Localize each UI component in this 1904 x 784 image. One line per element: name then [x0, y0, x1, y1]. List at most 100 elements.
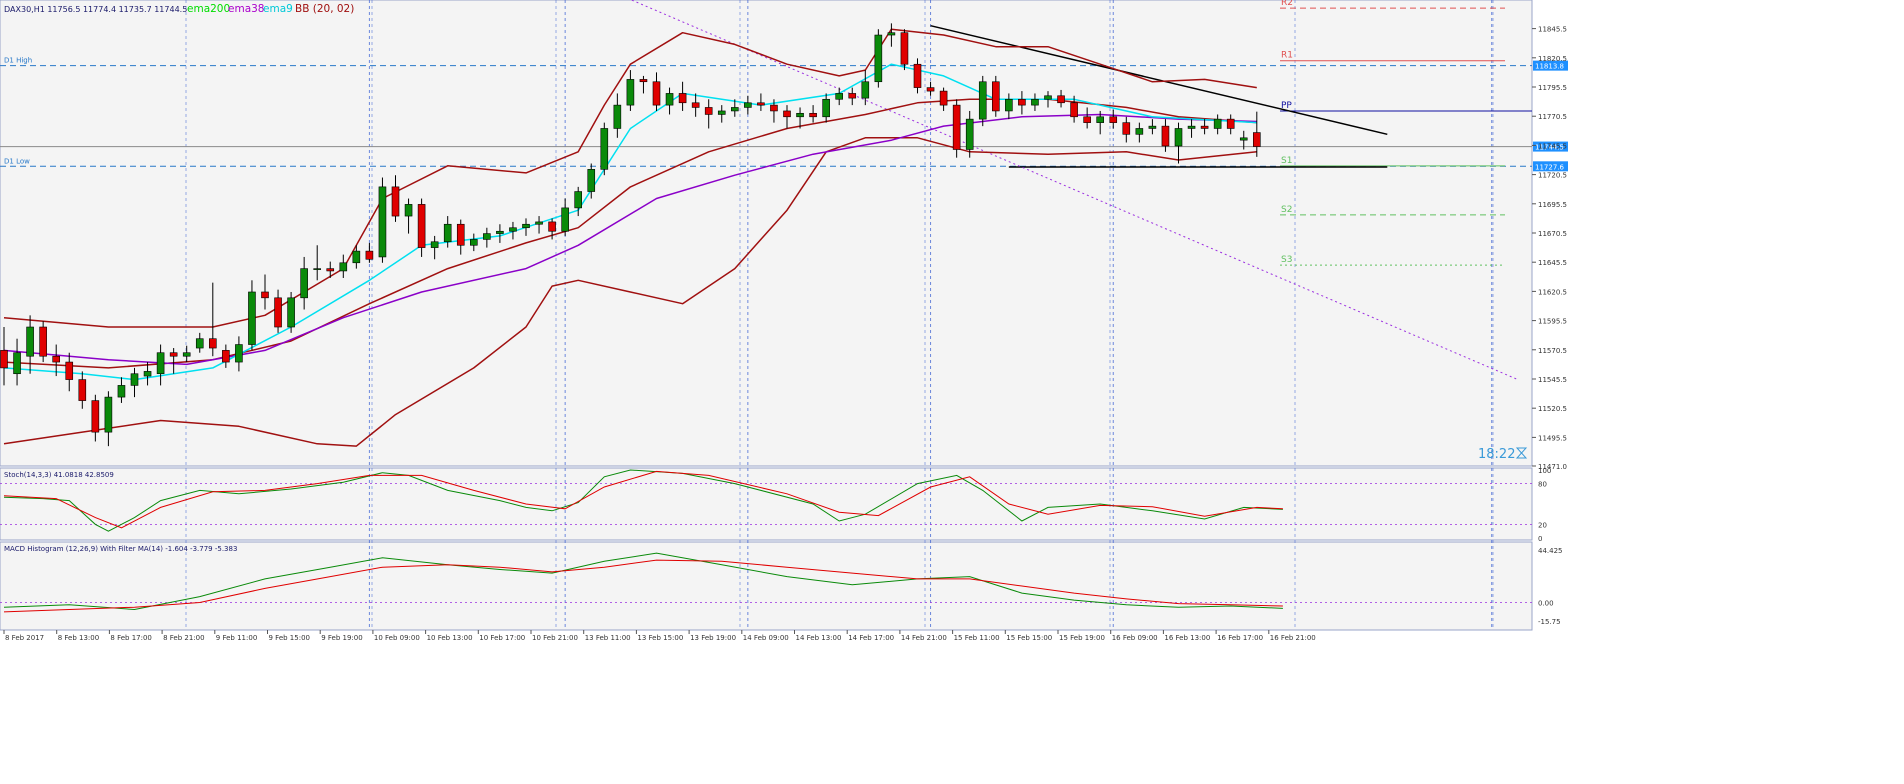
candle[interactable]: [965, 110, 974, 158]
candle[interactable]: [222, 344, 230, 368]
candle[interactable]: [1213, 114, 1222, 135]
candle[interactable]: [195, 332, 204, 353]
candle[interactable]: [378, 177, 387, 263]
candle[interactable]: [522, 218, 530, 236]
candle[interactable]: [182, 345, 191, 363]
candle[interactable]: [13, 338, 21, 386]
candle[interactable]: [1031, 93, 1039, 111]
candle[interactable]: [952, 99, 961, 158]
candles[interactable]: [0, 23, 1261, 447]
candle[interactable]: [169, 348, 178, 374]
candle[interactable]: [287, 291, 295, 333]
macd-panel[interactable]: [0, 541, 1533, 631]
candle[interactable]: [757, 93, 765, 111]
trendlines[interactable]: [604, 0, 1518, 381]
candle[interactable]: [848, 87, 857, 106]
candle[interactable]: [65, 352, 74, 392]
candle[interactable]: [156, 344, 165, 386]
candle[interactable]: [678, 81, 687, 111]
candle[interactable]: [339, 254, 348, 278]
candle[interactable]: [496, 224, 504, 243]
candle[interactable]: [639, 75, 648, 94]
dotted-channel[interactable]: [604, 0, 1518, 381]
candle[interactable]: [939, 87, 948, 111]
candle[interactable]: [0, 327, 8, 386]
candle[interactable]: [561, 198, 569, 236]
candle[interactable]: [1122, 116, 1131, 143]
upper-trendline[interactable]: [930, 24, 1388, 136]
candle[interactable]: [352, 245, 361, 269]
candle[interactable]: [900, 29, 909, 71]
candle[interactable]: [535, 216, 543, 234]
candle[interactable]: [235, 336, 243, 372]
candle[interactable]: [443, 216, 452, 248]
candle[interactable]: [1174, 122, 1183, 164]
candle[interactable]: [117, 377, 126, 403]
candle[interactable]: [391, 175, 400, 222]
candle[interactable]: [39, 321, 47, 363]
candle[interactable]: [574, 186, 583, 217]
candle[interactable]: [991, 75, 1000, 117]
candle[interactable]: [978, 75, 987, 127]
candle[interactable]: [1200, 119, 1209, 135]
candle[interactable]: [456, 219, 465, 255]
candle[interactable]: [626, 70, 635, 111]
candle[interactable]: [861, 70, 870, 106]
candle[interactable]: [1109, 109, 1118, 129]
candle[interactable]: [613, 93, 622, 138]
candle[interactable]: [887, 23, 896, 47]
candle[interactable]: [1239, 130, 1248, 150]
candle[interactable]: [548, 218, 556, 240]
candle[interactable]: [78, 371, 87, 409]
candle[interactable]: [404, 198, 413, 234]
candle[interactable]: [874, 29, 883, 88]
candle[interactable]: [326, 261, 335, 278]
candle[interactable]: [744, 95, 752, 115]
candle[interactable]: [104, 391, 113, 447]
candle[interactable]: [704, 99, 713, 129]
candle[interactable]: [587, 163, 596, 199]
candle[interactable]: [274, 289, 282, 333]
candle[interactable]: [1070, 95, 1078, 123]
candle[interactable]: [1148, 119, 1157, 135]
candle[interactable]: [1005, 93, 1013, 120]
candle[interactable]: [417, 198, 426, 257]
candle[interactable]: [52, 344, 61, 377]
candle[interactable]: [483, 227, 491, 248]
candle[interactable]: [809, 105, 817, 123]
candle[interactable]: [365, 242, 374, 263]
candle[interactable]: [1135, 122, 1144, 143]
candle[interactable]: [91, 394, 100, 442]
candle[interactable]: [26, 315, 34, 374]
candle[interactable]: [248, 280, 256, 351]
candle[interactable]: [600, 122, 609, 176]
candle[interactable]: [783, 105, 791, 129]
candle[interactable]: [913, 58, 922, 94]
candle[interactable]: [1057, 89, 1065, 108]
candle[interactable]: [717, 105, 726, 123]
candle[interactable]: [1083, 107, 1091, 129]
candle[interactable]: [796, 107, 804, 129]
candle[interactable]: [1044, 91, 1052, 108]
candle[interactable]: [926, 81, 935, 96]
candle[interactable]: [261, 274, 269, 310]
candle[interactable]: [770, 99, 778, 123]
candle[interactable]: [130, 367, 139, 398]
candle[interactable]: [1018, 91, 1026, 115]
candle[interactable]: [1096, 110, 1104, 135]
candle[interactable]: [313, 245, 322, 281]
candle[interactable]: [665, 87, 674, 115]
candle[interactable]: [835, 87, 844, 106]
candle[interactable]: [209, 282, 217, 357]
candle[interactable]: [1253, 111, 1261, 157]
candle[interactable]: [469, 233, 478, 252]
stoch-panel[interactable]: [0, 467, 1533, 541]
candle[interactable]: [300, 256, 308, 310]
candle[interactable]: [1187, 119, 1196, 138]
candle[interactable]: [730, 99, 739, 117]
candle[interactable]: [1226, 114, 1235, 135]
candle[interactable]: [143, 362, 152, 386]
candle[interactable]: [1161, 119, 1170, 152]
candle[interactable]: [652, 72, 661, 111]
